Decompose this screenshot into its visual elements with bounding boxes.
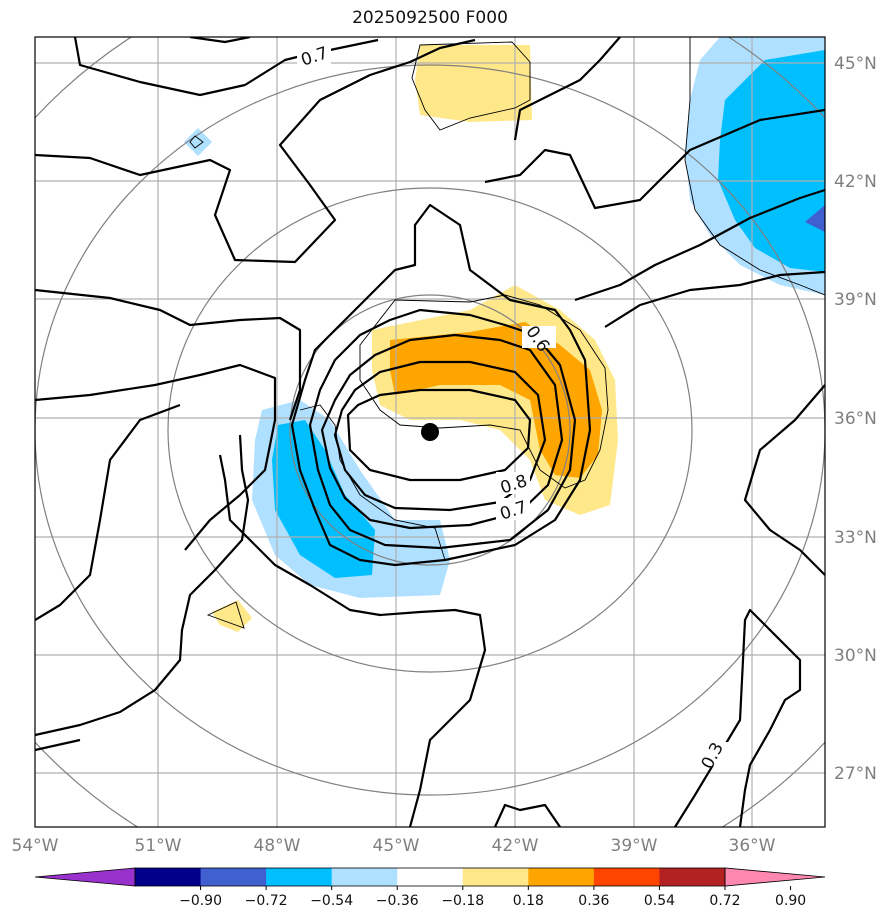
- colorbar-segment: [331, 868, 398, 886]
- colorbar-tick-label: −0.90: [179, 893, 222, 909]
- colorbar-tick-label: 0.36: [578, 893, 609, 909]
- colorbar-extend-low: [34, 867, 136, 887]
- graticule: [35, 37, 825, 827]
- lat-label: 42°N: [834, 172, 877, 192]
- lat-label: 30°N: [834, 646, 877, 666]
- colorbar-tick-label: 0.72: [709, 893, 740, 909]
- colorbar-segment: [200, 868, 267, 886]
- colorbar-segment: [659, 868, 726, 886]
- lon-label: 42°W: [492, 836, 539, 856]
- map-title: 2025092500 F000: [352, 8, 508, 28]
- blue-anomaly-ne: [718, 50, 825, 272]
- colorbar-extend-high: [724, 867, 826, 887]
- lon-label: 39°W: [611, 836, 658, 856]
- lat-label: 39°N: [834, 290, 877, 310]
- lat-label: 45°N: [834, 54, 877, 74]
- colorbar-tick-label: −0.18: [441, 893, 484, 909]
- latitude-labels: 45°N 42°N 39°N 36°N 33°N 30°N 27°N: [834, 54, 877, 784]
- lat-label: 27°N: [834, 764, 877, 784]
- colorbar-border: [134, 867, 726, 887]
- lon-label: 51°W: [135, 836, 182, 856]
- colorbar-tick-label: 0.18: [513, 893, 544, 909]
- main-contours: [35, 37, 825, 827]
- lon-label: 48°W: [254, 836, 301, 856]
- colorbar: −0.90 −0.72 −0.54 −0.36 −0.18 0.18 0.36 0.54 0.7…: [34, 867, 826, 909]
- colorbar-tick-label: 0.90: [775, 893, 806, 909]
- colorbar-segment: [135, 868, 202, 886]
- colorbar-segment: [397, 868, 464, 886]
- lon-label: 45°W: [373, 836, 420, 856]
- colorbar-segment: [593, 868, 660, 886]
- yellow-anomaly-north: [415, 45, 532, 122]
- colorbar-segment: [528, 868, 595, 886]
- colorbar-segment: [266, 868, 333, 886]
- map-border: [34, 36, 826, 828]
- colorbar-tick-label: −0.36: [376, 893, 419, 909]
- small-blue-patch: [184, 128, 212, 156]
- colorbar-segment: [462, 868, 529, 886]
- lon-label: 36°W: [729, 836, 776, 856]
- colorbar-tick-label: −0.72: [245, 893, 288, 909]
- colorbar-tick-label: 0.54: [644, 893, 675, 909]
- colorbar-tick-label: −0.54: [310, 893, 353, 909]
- lon-label: 54°W: [12, 836, 59, 856]
- longitude-labels: 54°W 51°W 48°W 45°W 42°W 39°W 36°W: [12, 836, 776, 856]
- lat-label: 33°N: [834, 528, 877, 548]
- lat-label: 36°N: [834, 409, 877, 429]
- storm-center-marker: [421, 423, 439, 441]
- blue-anomaly-strong-ne: [805, 205, 825, 232]
- small-yellow-patch: [212, 600, 252, 632]
